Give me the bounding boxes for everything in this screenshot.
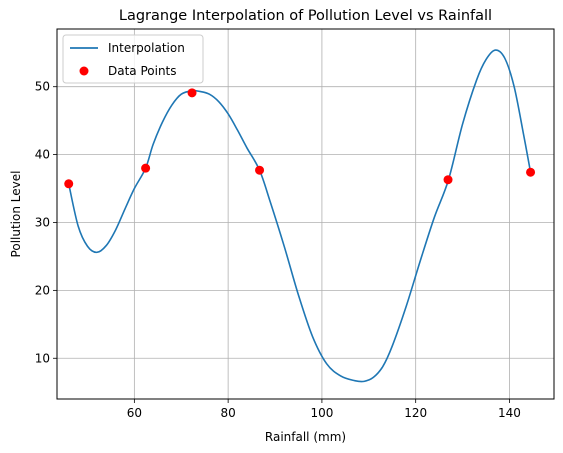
y-tick-label: 50 <box>35 80 50 94</box>
x-tick-label: 120 <box>404 406 427 420</box>
y-tick-label: 30 <box>35 215 50 229</box>
y-tick-label: 40 <box>35 148 50 162</box>
legend-label-interpolation: Interpolation <box>108 41 185 55</box>
data-point <box>64 179 74 189</box>
y-tick-label: 20 <box>35 283 50 297</box>
x-tick-label: 60 <box>127 406 142 420</box>
y-axis-label: Pollution Level <box>9 171 23 258</box>
data-point <box>187 88 197 98</box>
legend: Interpolation Data Points <box>62 34 204 84</box>
legend-label-data-points: Data Points <box>108 64 177 78</box>
series <box>64 49 536 383</box>
axis-ticks: 60 80 100 120 140 10 20 30 40 50 <box>35 80 521 420</box>
legend-point-swatch <box>79 66 89 76</box>
grid <box>57 29 554 399</box>
data-point <box>443 175 453 185</box>
x-axis-label: Rainfall (mm) <box>265 430 346 444</box>
x-tick-label: 80 <box>220 406 235 420</box>
interpolation-line <box>67 49 532 383</box>
data-point <box>255 165 265 175</box>
chart-title: Lagrange Interpolation of Pollution Leve… <box>119 8 492 24</box>
legend-box <box>62 34 204 84</box>
data-point <box>141 163 151 173</box>
data-point <box>526 167 536 177</box>
y-tick-label: 10 <box>35 351 50 365</box>
x-tick-label: 140 <box>498 406 521 420</box>
plot-area <box>56 28 555 400</box>
x-tick-label: 100 <box>310 406 333 420</box>
